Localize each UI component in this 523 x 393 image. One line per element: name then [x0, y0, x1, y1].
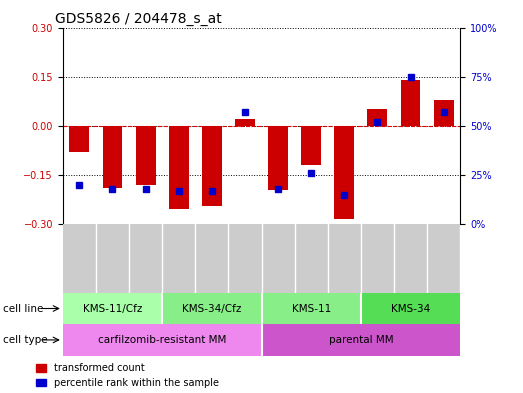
- Text: KMS-11/Cfz: KMS-11/Cfz: [83, 303, 142, 314]
- Bar: [162, 224, 195, 293]
- Bar: [334, 126, 354, 219]
- Bar: [368, 109, 388, 126]
- Bar: [262, 224, 294, 293]
- Bar: [96, 224, 129, 293]
- Bar: [301, 126, 321, 165]
- Bar: [103, 126, 122, 188]
- Text: cell line: cell line: [3, 303, 43, 314]
- Bar: [328, 224, 361, 293]
- Bar: [129, 224, 162, 293]
- Bar: [262, 293, 361, 324]
- Bar: [202, 126, 222, 206]
- Bar: [294, 224, 328, 293]
- Bar: [262, 324, 460, 356]
- Bar: [70, 126, 89, 152]
- Bar: [135, 126, 155, 185]
- Bar: [63, 293, 162, 324]
- Text: KMS-34/Cfz: KMS-34/Cfz: [182, 303, 242, 314]
- Bar: [195, 224, 229, 293]
- Bar: [401, 80, 420, 126]
- Bar: [235, 119, 255, 126]
- Bar: [229, 224, 262, 293]
- Text: GDS5826 / 204478_s_at: GDS5826 / 204478_s_at: [55, 13, 222, 26]
- Text: KMS-34: KMS-34: [391, 303, 430, 314]
- Bar: [394, 224, 427, 293]
- Bar: [162, 293, 262, 324]
- Bar: [361, 293, 460, 324]
- Bar: [434, 99, 453, 126]
- Text: parental MM: parental MM: [328, 335, 393, 345]
- Bar: [63, 224, 96, 293]
- Bar: [361, 224, 394, 293]
- Bar: [268, 126, 288, 189]
- Bar: [427, 224, 460, 293]
- Bar: [63, 324, 262, 356]
- Legend: transformed count, percentile rank within the sample: transformed count, percentile rank withi…: [36, 363, 219, 388]
- Text: carfilzomib-resistant MM: carfilzomib-resistant MM: [98, 335, 226, 345]
- Text: KMS-11: KMS-11: [291, 303, 331, 314]
- Text: cell type: cell type: [3, 335, 47, 345]
- Bar: [169, 126, 189, 209]
